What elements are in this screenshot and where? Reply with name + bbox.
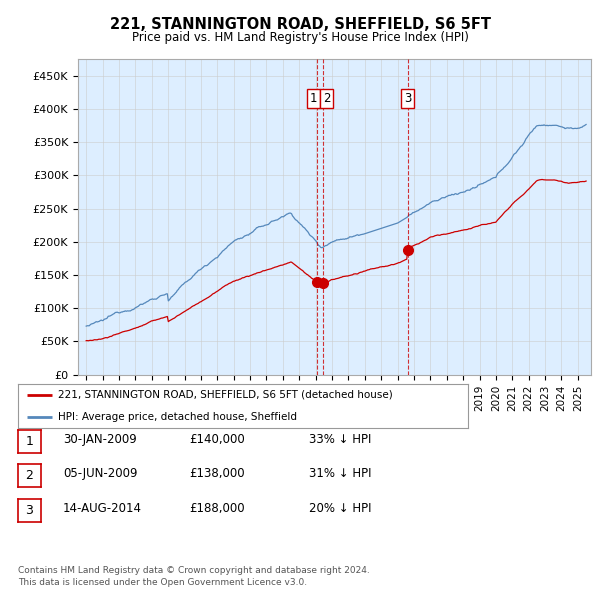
- Text: 2: 2: [323, 93, 330, 106]
- Text: HPI: Average price, detached house, Sheffield: HPI: Average price, detached house, Shef…: [59, 412, 298, 422]
- Text: 3: 3: [404, 93, 412, 106]
- Text: 1: 1: [25, 435, 34, 448]
- Text: 1: 1: [310, 93, 317, 106]
- Text: 20% ↓ HPI: 20% ↓ HPI: [309, 502, 371, 515]
- Text: £188,000: £188,000: [189, 502, 245, 515]
- Text: 33% ↓ HPI: 33% ↓ HPI: [309, 433, 371, 446]
- Text: 2: 2: [25, 469, 34, 482]
- Text: Contains HM Land Registry data © Crown copyright and database right 2024.
This d: Contains HM Land Registry data © Crown c…: [18, 566, 370, 587]
- Text: 05-JUN-2009: 05-JUN-2009: [63, 467, 137, 480]
- Text: £140,000: £140,000: [189, 433, 245, 446]
- Text: Price paid vs. HM Land Registry's House Price Index (HPI): Price paid vs. HM Land Registry's House …: [131, 31, 469, 44]
- Text: 221, STANNINGTON ROAD, SHEFFIELD, S6 5FT: 221, STANNINGTON ROAD, SHEFFIELD, S6 5FT: [110, 17, 491, 31]
- Text: £138,000: £138,000: [189, 467, 245, 480]
- Text: 14-AUG-2014: 14-AUG-2014: [63, 502, 142, 515]
- Text: 30-JAN-2009: 30-JAN-2009: [63, 433, 137, 446]
- Text: 3: 3: [25, 504, 34, 517]
- Text: 31% ↓ HPI: 31% ↓ HPI: [309, 467, 371, 480]
- Text: 221, STANNINGTON ROAD, SHEFFIELD, S6 5FT (detached house): 221, STANNINGTON ROAD, SHEFFIELD, S6 5FT…: [59, 389, 393, 399]
